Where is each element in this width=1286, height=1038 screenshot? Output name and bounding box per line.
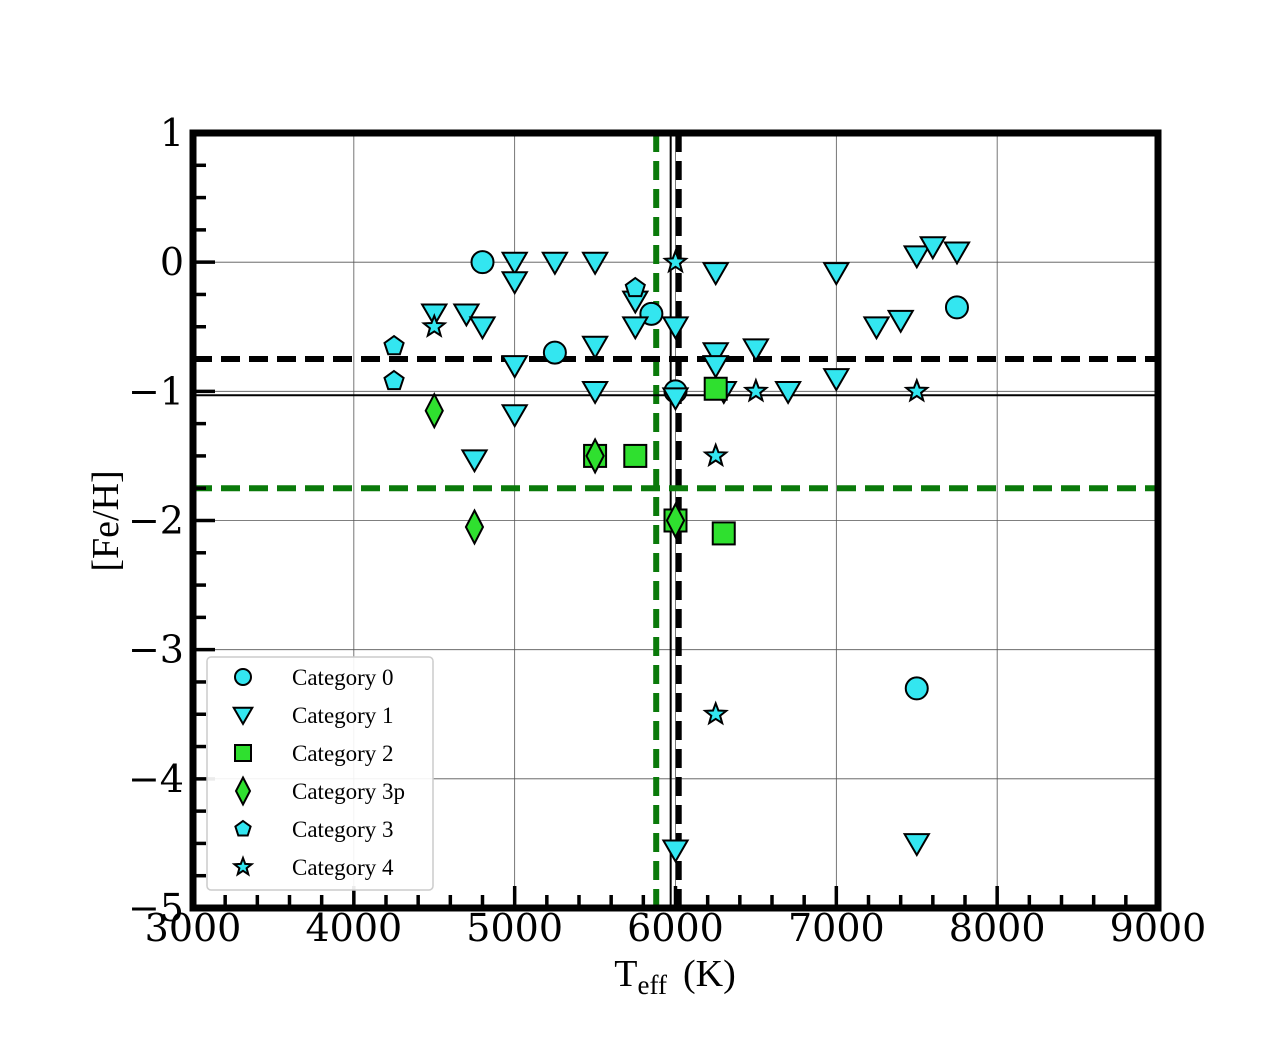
data-point [661,839,690,864]
data-point [904,676,929,701]
series-category-1 [420,236,971,864]
legend-item: Category 3 [234,817,394,842]
data-point [383,369,405,391]
legend-marker [234,819,252,837]
data-point [701,355,730,380]
data-point [500,251,529,276]
legend-label: Category 1 [292,703,394,728]
plot-frame [189,129,1162,912]
y-tick-label: −3 [128,628,184,672]
data-point [902,245,931,270]
data-point [500,355,529,380]
data-point [703,376,728,401]
legend-label: Category 2 [292,741,394,766]
data-point [621,316,650,341]
data-point [623,443,648,468]
data-point [624,276,646,298]
x-tick-label: 8000 [949,906,1046,950]
data-point [468,316,497,341]
legend-label: Category 3 [292,817,394,842]
x-tick-label: 3000 [145,906,242,950]
data-point [460,449,489,474]
legend-item: Category 1 [231,703,394,728]
legend-label: Category 4 [292,855,394,880]
data-point [742,338,770,363]
data-point [701,262,730,287]
data-point [464,508,485,546]
x-tick-label: 7000 [788,906,885,950]
x-axis-title-main: T [614,953,637,995]
x-axis-title-unit: (K) [683,953,736,995]
data-point [542,340,567,365]
legend-item: Category 4 [231,855,394,880]
data-point [701,342,730,367]
y-tick-label: −4 [128,757,184,801]
data-point [742,377,770,403]
legend-marker [234,775,252,807]
data-point [383,334,405,356]
data-point [661,387,690,412]
y-axis-title: [Fe/H] [85,470,127,571]
data-point [702,442,729,468]
data-point [581,335,609,360]
legend-label: Category 3p [292,779,405,804]
data-point [902,833,931,857]
series-category-4 [421,248,930,726]
x-axis-title-subscript: eff [637,970,666,1000]
x-tick-label: 9000 [1110,906,1207,950]
data-point [702,700,729,726]
y-tick-label: −2 [128,499,184,543]
data-point [774,381,802,405]
data-point [661,316,690,341]
data-point [424,392,444,430]
data-point [862,316,891,341]
series-category-3 [383,276,646,391]
data-point [500,271,529,296]
legend-marker [234,744,252,762]
legend: Category 0 Category 1 Category 2 Category 3… [206,656,434,891]
data-point [711,521,736,546]
y-tick-label: −1 [128,369,184,413]
data-point [662,248,689,274]
data-point [541,251,569,276]
data-point [585,437,605,475]
legend-box [206,656,434,891]
legend-item: Category 2 [234,741,394,766]
x-tick-label: 6000 [627,906,724,950]
data-point [886,309,915,334]
data-point [581,381,609,405]
data-point [452,303,481,328]
data-point [665,501,686,540]
data-point [943,241,971,266]
x-axis-title: Teff (K) [614,953,735,1000]
y-tick-label: 1 [160,111,184,155]
x-tick-label: 5000 [466,906,563,950]
y-tick-label: −5 [128,886,184,930]
data-point [918,236,947,261]
data-point [581,251,609,276]
legend-marker [231,855,255,877]
tick-labels: 3000 4000 5000 6000 7000 8000 9000 1 0 −1 −2 −3 −4 −5 [128,111,1206,950]
legend-marker [231,706,255,726]
data-point [822,262,851,287]
data-point [944,295,969,320]
data-points [383,236,971,864]
legend-item: Category 3p [234,775,405,807]
y-tick-label: 0 [160,240,184,284]
data-point [421,312,448,338]
legend-items: Category 0 Category 1 Category 2 Category 3… [231,665,405,880]
legend-item: Category 0 [234,665,394,690]
data-point [500,404,529,429]
data-point [903,377,930,403]
data-point [470,250,495,275]
data-point [822,368,851,392]
series-category-3p [424,392,686,546]
x-tick-label: 4000 [305,906,402,950]
legend-label: Category 0 [292,665,394,690]
legend-marker [234,668,252,686]
